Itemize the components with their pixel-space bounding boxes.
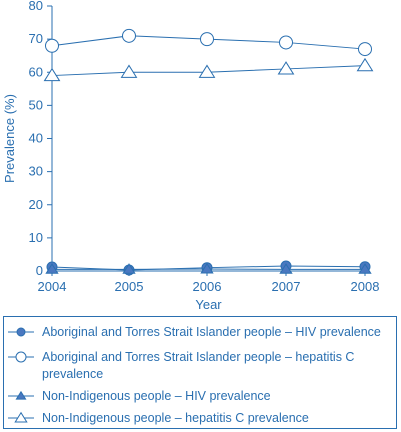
y-tick-label: 20 (29, 197, 43, 212)
data-point (358, 42, 372, 57)
legend-item: Aboriginal and Torres Strait Islander pe… (8, 350, 354, 381)
data-point (200, 262, 214, 274)
y-tick-label: 40 (29, 131, 43, 146)
legend-item: Non-Indigenous people – HIV prevalence (8, 389, 271, 403)
legend-marker (16, 327, 26, 337)
data-point (122, 28, 136, 43)
data-point (122, 263, 136, 274)
legend-marker (14, 411, 28, 423)
x-axis-title: Year (195, 297, 222, 312)
series-3 (45, 262, 372, 274)
legend-label: Non-Indigenous people – hepatitis C prev… (42, 411, 309, 425)
y-tick-label: 10 (29, 230, 43, 245)
data-point (45, 38, 59, 53)
legend-item: Aboriginal and Torres Strait Islander pe… (8, 325, 381, 339)
y-tick-label: 80 (29, 0, 43, 13)
x-tick-label: 2007 (272, 279, 301, 294)
y-tick-label: 50 (29, 97, 43, 112)
data-point (356, 57, 374, 72)
legend-marker (15, 351, 27, 363)
series-layer (43, 28, 374, 276)
axes: 0 10 20 30 40 50 60 70 80 2004 2005 2006 2007 2008 (29, 0, 380, 294)
x-tick-label: 2008 (351, 279, 380, 294)
x-tick-label: 2006 (193, 279, 222, 294)
data-point (43, 67, 61, 82)
y-tick-label: 70 (29, 31, 43, 46)
y-axis-title: Prevalence (%) (2, 94, 17, 183)
data-point (277, 61, 295, 75)
legend-label: Aboriginal and Torres Strait Islander pe… (42, 350, 354, 381)
y-tick-label: 60 (29, 64, 43, 79)
y-tick-label: 0 (36, 263, 43, 278)
series-4 (43, 57, 374, 82)
legend-marker (15, 390, 27, 400)
legend-item: Non-Indigenous people – hepatitis C prev… (8, 411, 309, 425)
series-2 (45, 28, 372, 57)
x-tick-label: 2004 (38, 279, 67, 294)
data-point (200, 32, 214, 47)
data-point (279, 35, 293, 50)
y-tick-label: 30 (29, 164, 43, 179)
legend-label: Non-Indigenous people – HIV prevalence (42, 389, 271, 403)
legend-box (3, 316, 397, 429)
data-point (120, 64, 138, 78)
data-point (198, 64, 216, 78)
data-point (45, 263, 59, 274)
data-point (358, 263, 372, 274)
legend: Aboriginal and Torres Strait Islander pe… (3, 316, 397, 429)
data-point (279, 263, 293, 274)
x-tick-label: 2005 (115, 279, 144, 294)
legend-label: Aboriginal and Torres Strait Islander pe… (42, 325, 381, 339)
